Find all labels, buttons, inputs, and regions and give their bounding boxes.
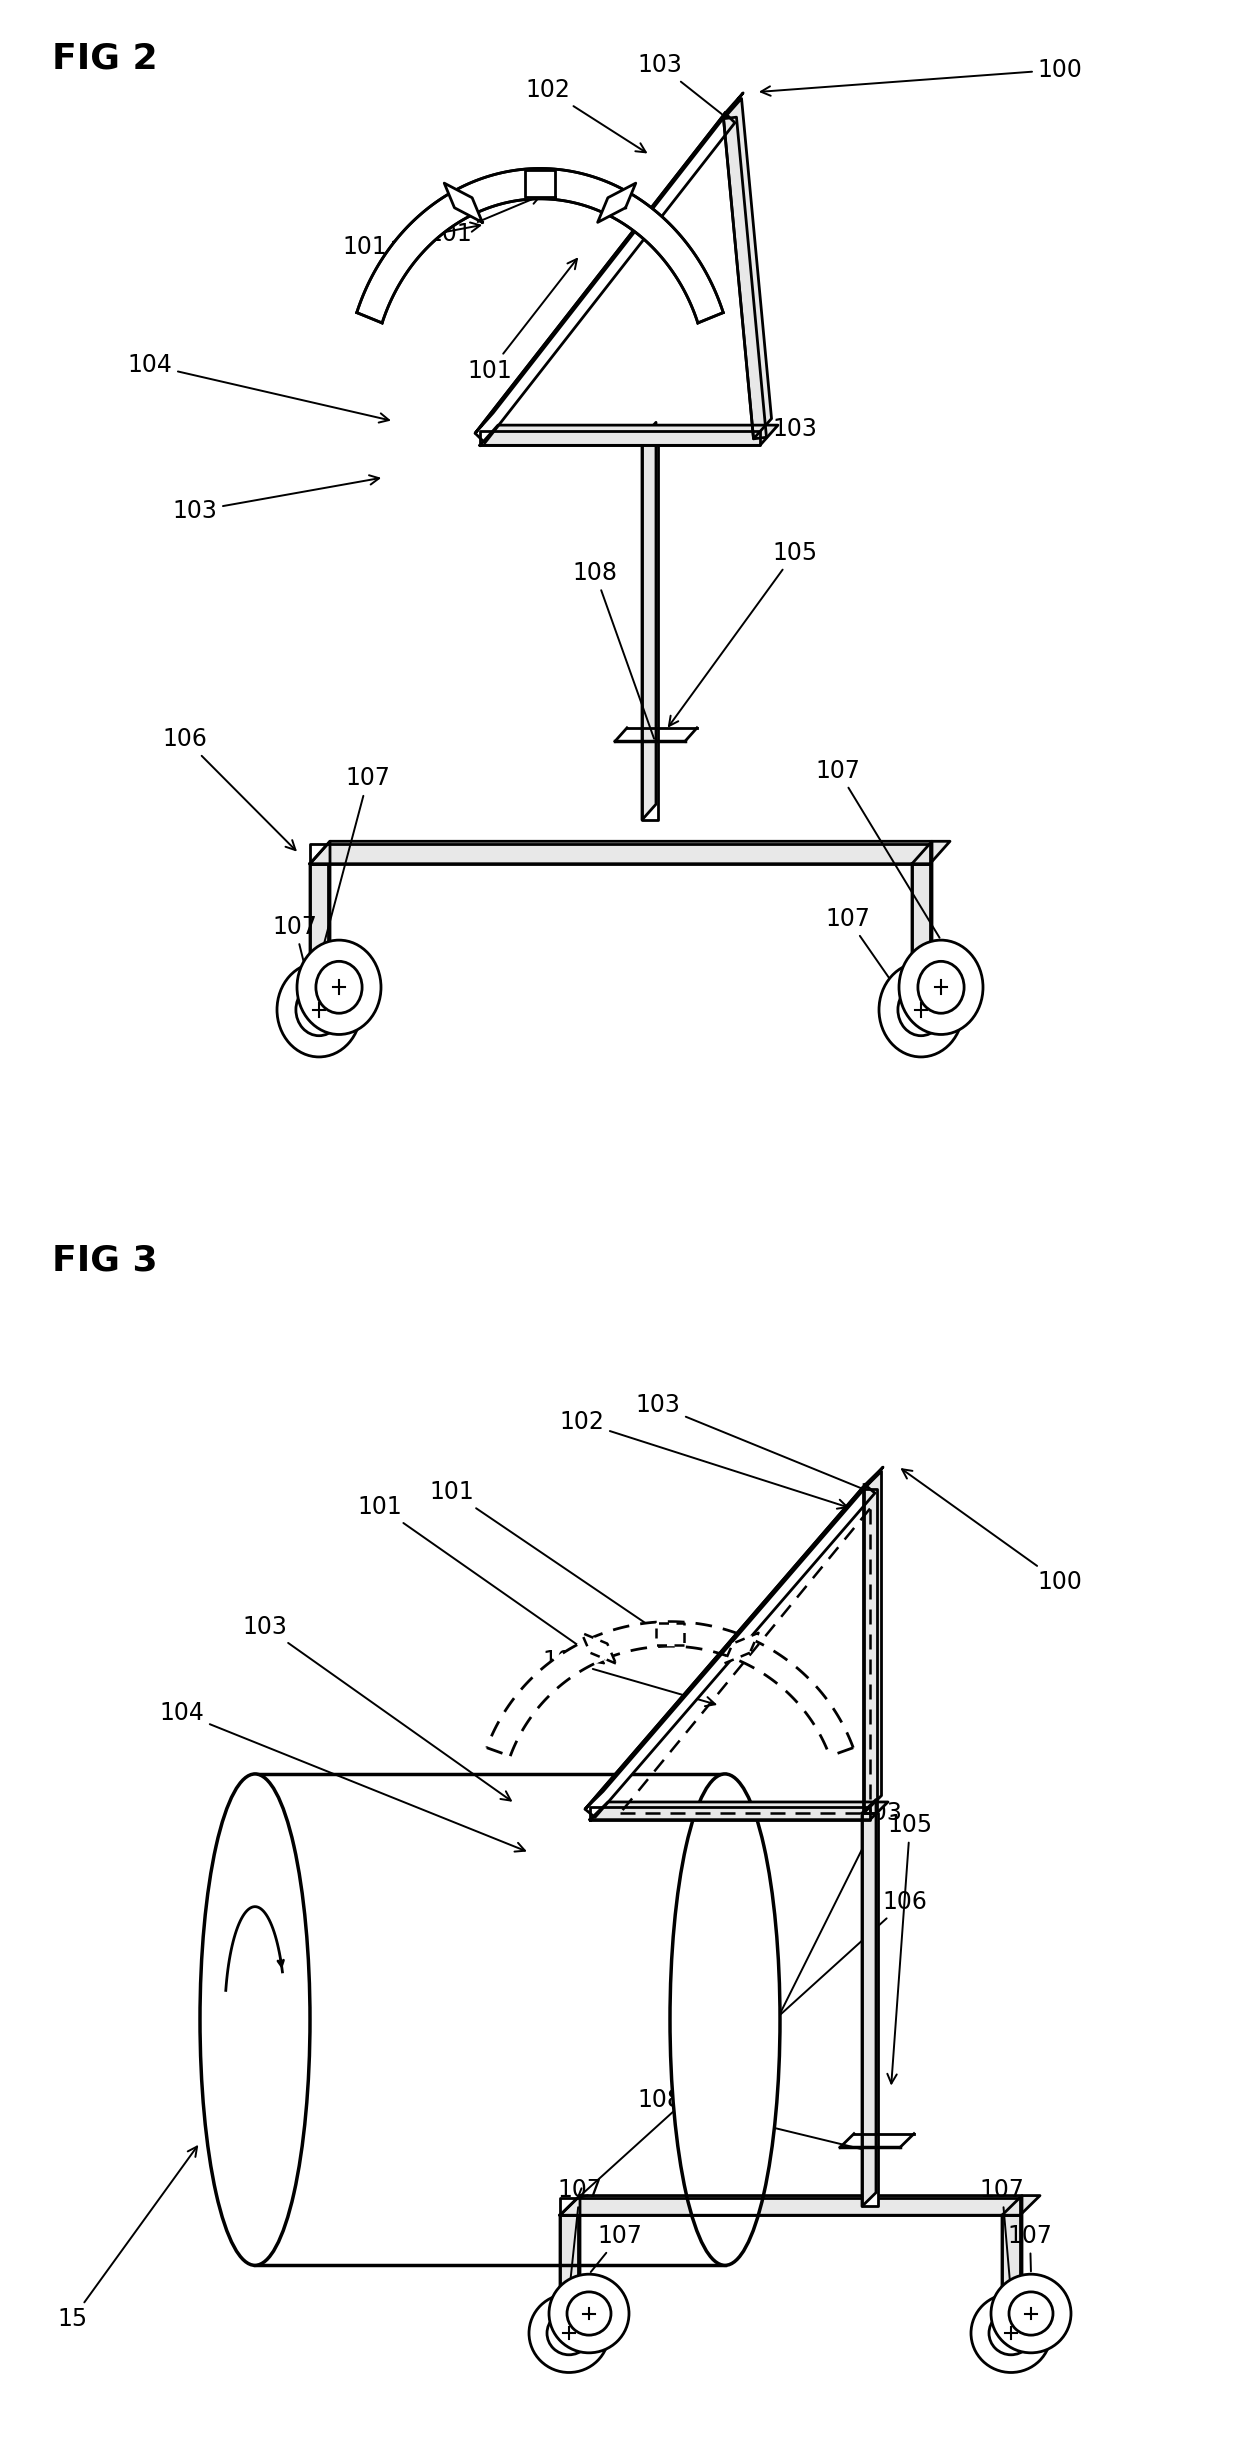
Polygon shape (560, 2197, 580, 2334)
Circle shape (549, 2275, 629, 2354)
Circle shape (298, 941, 381, 1034)
Polygon shape (444, 184, 482, 224)
Polygon shape (1002, 2197, 1022, 2334)
Polygon shape (582, 1634, 616, 1663)
Text: FIG 3: FIG 3 (52, 1243, 157, 1278)
Circle shape (971, 2295, 1052, 2373)
Polygon shape (487, 1622, 853, 1757)
Polygon shape (862, 1799, 875, 2206)
Text: 107: 107 (590, 2224, 642, 2273)
Circle shape (991, 2275, 1071, 2354)
Text: 103: 103 (649, 418, 817, 442)
Polygon shape (911, 840, 932, 1010)
Polygon shape (656, 1624, 684, 1644)
Polygon shape (480, 430, 760, 445)
Ellipse shape (670, 1774, 780, 2265)
Text: 107: 107 (816, 759, 940, 939)
Polygon shape (724, 1634, 759, 1663)
Polygon shape (1002, 2216, 1021, 2334)
Text: 101: 101 (357, 1494, 604, 1663)
Polygon shape (863, 1489, 877, 1813)
Text: 102: 102 (526, 79, 646, 152)
Ellipse shape (200, 1774, 310, 2265)
Polygon shape (642, 437, 658, 821)
Circle shape (277, 963, 361, 1057)
Polygon shape (525, 170, 556, 197)
Polygon shape (723, 98, 771, 440)
Circle shape (529, 2295, 609, 2373)
Text: 108: 108 (573, 560, 653, 740)
Polygon shape (911, 865, 930, 1010)
Polygon shape (598, 184, 636, 224)
Polygon shape (590, 1801, 888, 1821)
Polygon shape (560, 2197, 1021, 2216)
Polygon shape (863, 1472, 882, 1813)
Polygon shape (590, 1806, 870, 1821)
Polygon shape (585, 1484, 875, 1818)
Text: 101: 101 (342, 224, 480, 258)
Text: 101: 101 (467, 258, 577, 383)
Text: 15: 15 (57, 2147, 197, 2332)
Circle shape (879, 963, 963, 1057)
Text: 103: 103 (636, 1393, 870, 1494)
Polygon shape (480, 425, 777, 445)
Text: 101: 101 (543, 1649, 715, 1705)
Text: 107: 107 (273, 914, 319, 1022)
Text: 106: 106 (162, 727, 295, 850)
Polygon shape (862, 1813, 878, 2206)
Polygon shape (310, 840, 950, 865)
Polygon shape (310, 843, 930, 865)
Text: 103: 103 (755, 1801, 903, 2064)
Text: 107: 107 (980, 2177, 1024, 2290)
Text: 107: 107 (320, 767, 391, 961)
Text: 103: 103 (637, 54, 734, 123)
Polygon shape (310, 840, 330, 1010)
Text: 100: 100 (901, 1469, 1083, 1595)
Text: 101: 101 (429, 1479, 668, 1639)
Text: 103: 103 (172, 474, 379, 523)
Text: 106: 106 (578, 1889, 928, 2199)
Text: 105: 105 (668, 541, 817, 727)
Text: 100: 100 (761, 57, 1083, 96)
Circle shape (899, 941, 983, 1034)
Text: 107: 107 (558, 2177, 603, 2290)
Polygon shape (475, 93, 743, 432)
Polygon shape (723, 118, 766, 440)
Polygon shape (560, 2216, 578, 2334)
Polygon shape (310, 865, 329, 1010)
Text: 103: 103 (243, 1614, 511, 1801)
Polygon shape (357, 170, 723, 322)
Text: FIG 2: FIG 2 (52, 42, 157, 76)
Text: 101: 101 (428, 194, 541, 246)
Text: 104: 104 (160, 1700, 525, 1853)
Polygon shape (475, 113, 735, 442)
Polygon shape (642, 423, 656, 821)
Text: 107: 107 (1008, 2224, 1053, 2270)
Text: 108: 108 (637, 2088, 872, 2152)
Text: 107: 107 (826, 907, 919, 1022)
Text: 102: 102 (559, 1410, 847, 1509)
Polygon shape (560, 2197, 1040, 2216)
Text: 104: 104 (128, 354, 389, 423)
Polygon shape (585, 1467, 883, 1808)
Text: 105: 105 (888, 1813, 932, 2084)
